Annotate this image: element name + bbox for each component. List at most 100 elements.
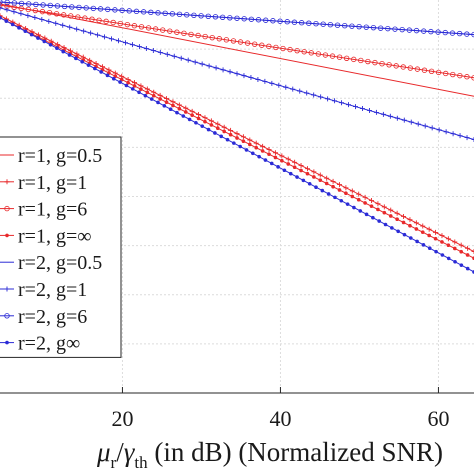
series-marker <box>175 110 179 115</box>
series-marker <box>228 132 233 137</box>
series-marker <box>223 37 230 43</box>
series-marker <box>292 165 297 169</box>
series-marker <box>372 59 378 66</box>
series-marker <box>194 120 198 125</box>
series-marker <box>169 11 176 17</box>
legend-item: r=2, g∞ <box>0 333 80 355</box>
series-marker <box>10 22 15 27</box>
series-marker <box>324 175 330 181</box>
series-marker <box>251 41 258 47</box>
series-marker <box>353 104 358 110</box>
series-marker <box>228 127 234 133</box>
series-marker <box>429 125 435 131</box>
series-marker <box>67 53 72 57</box>
x-tick-label: 60 <box>427 406 449 431</box>
series-line <box>0 4 474 79</box>
series-marker <box>415 121 421 127</box>
series-marker <box>60 22 66 28</box>
series-marker <box>379 61 385 67</box>
series-marker <box>420 223 426 229</box>
series-marker <box>196 116 201 121</box>
series-marker <box>426 226 432 232</box>
series-marker <box>131 23 138 29</box>
legend-label: r=1, g=6 <box>18 199 87 221</box>
series-marker <box>105 73 110 78</box>
series-marker <box>164 96 170 102</box>
series-marker <box>414 227 419 231</box>
series-marker <box>46 10 53 16</box>
series-marker <box>195 32 201 39</box>
series-marker <box>202 33 208 40</box>
series-marker <box>436 127 442 133</box>
series-marker <box>356 197 361 202</box>
series-marker <box>315 51 322 57</box>
series-marker <box>0 15 2 20</box>
series-marker <box>227 15 233 21</box>
series-marker <box>342 22 348 29</box>
series-marker <box>150 47 156 53</box>
series-marker <box>216 36 223 42</box>
series-marker <box>414 66 421 72</box>
series-marker <box>285 156 291 162</box>
series-marker <box>433 236 438 241</box>
series-marker <box>464 74 470 80</box>
series-marker <box>235 136 239 140</box>
series-marker <box>464 31 470 37</box>
series-marker <box>301 178 306 183</box>
series-marker <box>270 18 276 24</box>
series-marker <box>183 110 188 114</box>
series-marker <box>332 98 338 104</box>
series-marker <box>82 15 88 21</box>
series-marker <box>90 5 97 12</box>
series-marker <box>109 36 115 42</box>
legend-item: r=1, g=0.5 <box>0 145 102 167</box>
series-marker <box>155 10 161 16</box>
series-marker <box>46 18 52 24</box>
x-tick-label: 20 <box>111 406 133 431</box>
series-marker <box>138 24 145 30</box>
series-marker <box>4 286 10 292</box>
series-marker <box>369 198 375 204</box>
series-marker <box>199 61 205 67</box>
legend-label: r=2, g∞ <box>18 333 80 355</box>
series-marker <box>181 30 187 37</box>
series-marker <box>363 201 367 205</box>
series-6 <box>0 5 474 143</box>
series-marker <box>306 20 312 26</box>
legend-item: r=2, g=0.5 <box>0 252 102 274</box>
series-marker <box>81 28 87 34</box>
series-marker <box>465 253 470 257</box>
series-marker <box>17 26 21 30</box>
series-marker <box>248 16 255 22</box>
series-marker <box>241 139 246 143</box>
series-marker <box>383 222 388 227</box>
series-marker <box>203 119 207 124</box>
series-marker <box>213 131 217 135</box>
series-marker <box>277 18 283 24</box>
series-marker <box>232 141 236 145</box>
series-marker <box>18 0 25 7</box>
series-marker <box>415 239 419 244</box>
series-marker <box>190 113 194 117</box>
series-marker <box>75 14 81 20</box>
series-marker <box>407 65 414 71</box>
series-marker <box>327 21 334 28</box>
series-marker <box>260 149 265 153</box>
legend-item: r=2, g=6 <box>0 306 87 328</box>
series-marker <box>450 131 456 137</box>
series-marker <box>351 56 357 63</box>
series-marker <box>254 145 259 150</box>
series-marker <box>4 19 9 23</box>
series-marker <box>184 12 190 18</box>
series-marker <box>390 226 394 230</box>
series-marker <box>160 27 166 33</box>
series-marker <box>358 57 364 64</box>
series-marker <box>318 178 323 182</box>
series-marker <box>119 7 125 14</box>
series-marker <box>334 22 341 28</box>
series-marker <box>329 53 336 59</box>
series-marker <box>0 5 3 11</box>
series-marker <box>96 17 102 24</box>
series-marker <box>266 147 272 153</box>
